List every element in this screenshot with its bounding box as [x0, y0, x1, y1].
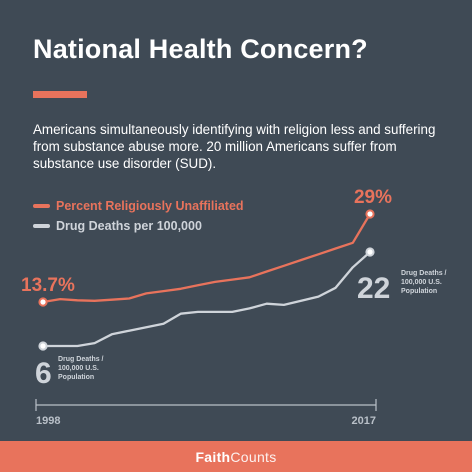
data-point-drug-deaths-2017: [365, 247, 375, 257]
caption-line: Population: [58, 374, 94, 381]
caption-drug-deaths-end: Drug Deaths / 100,000 U.S. Population: [401, 270, 448, 295]
data-label-drug-deaths-start: 6: [35, 357, 52, 390]
caption-line: 100,000 U.S.: [58, 365, 99, 372]
data-label-drug-deaths-end: 22: [357, 272, 390, 305]
caption-drug-deaths-start: Drug Deaths / 100,000 U.S. Population: [58, 356, 105, 381]
legend-label-religious: Percent Religiously Unaffiliated: [56, 199, 244, 213]
brand-logo-part2: Counts: [230, 448, 277, 465]
footer-bar: FaithCounts: [0, 441, 472, 472]
brand-logo[interactable]: FaithCounts: [195, 449, 276, 465]
legend-swatch-drug-deaths: [33, 224, 50, 228]
x-tick-label-start: 1998: [36, 415, 60, 427]
line-chart: 1998 2017 13.7% 29% 6 Drug Deaths / 100,…: [21, 187, 448, 427]
caption-line: Drug Deaths /: [58, 356, 104, 363]
brand-logo-part1: Faith: [195, 448, 231, 465]
legend-item-drug-deaths: Drug Deaths per 100,000: [33, 219, 202, 233]
caption-line: Drug Deaths /: [401, 270, 447, 277]
page-title: National Health Concern?: [33, 34, 368, 64]
data-point-drug-deaths-1998: [38, 341, 48, 351]
data-label-religious-start: 13.7%: [21, 275, 75, 296]
legend-label-drug-deaths: Drug Deaths per 100,000: [56, 219, 202, 233]
legend-swatch-religious: [33, 204, 50, 208]
caption-line: 100,000 U.S.: [401, 279, 442, 286]
data-label-religious-end: 29%: [354, 187, 392, 208]
accent-divider: [33, 91, 87, 98]
series-line-religious: [41, 212, 372, 304]
data-point-religious-1998: [38, 297, 48, 307]
series-line-drug-deaths: [41, 250, 372, 348]
legend-item-religious: Percent Religiously Unaffiliated: [33, 199, 244, 213]
data-point-religious-2017: [365, 209, 375, 219]
caption-line: Population: [401, 288, 437, 295]
x-tick-label-end: 2017: [352, 415, 376, 427]
page-subtitle: Americans simultaneously identifying wit…: [33, 122, 436, 171]
